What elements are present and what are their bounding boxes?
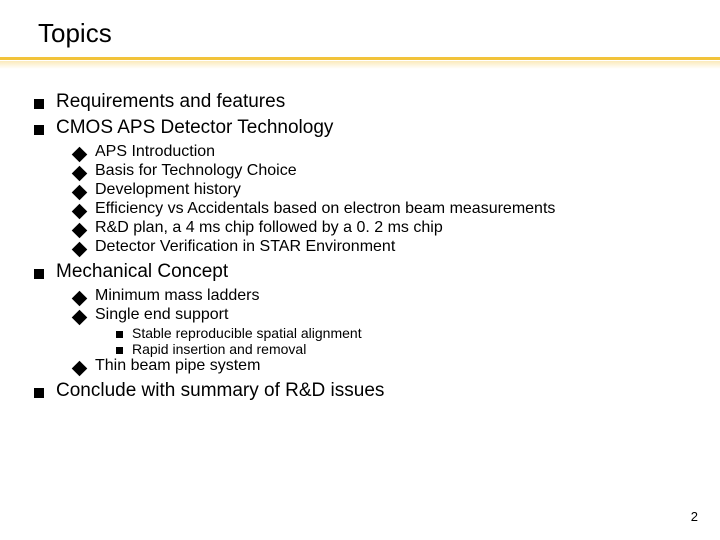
level1-item: Mechanical Concept (34, 261, 690, 283)
level2-item: Minimum mass ladders (74, 287, 690, 305)
diamond-bullet-icon (72, 185, 88, 201)
small-square-bullet-icon (116, 331, 123, 338)
slide-title: Topics (38, 18, 690, 49)
level2-text: Development history (95, 181, 241, 199)
level1-text: Mechanical Concept (56, 261, 228, 283)
level2-text: Detector Verification in STAR Environmen… (95, 238, 395, 256)
level2-text: R&D plan, a 4 ms chip followed by a 0. 2… (95, 219, 443, 237)
diamond-bullet-icon (72, 361, 88, 377)
underline-main (0, 57, 720, 60)
page-number: 2 (691, 509, 698, 524)
level2-text: Thin beam pipe system (95, 357, 260, 375)
level2-item: Development history (74, 181, 690, 199)
level1-item: CMOS APS Detector Technology (34, 117, 690, 139)
diamond-bullet-icon (72, 291, 88, 307)
slide-container: Topics Requirements and features CMOS AP… (0, 0, 720, 402)
level1-item: Requirements and features (34, 91, 690, 113)
square-bullet-icon (34, 269, 44, 279)
level2-item: R&D plan, a 4 ms chip followed by a 0. 2… (74, 219, 690, 237)
level1-item: Conclude with summary of R&D issues (34, 380, 690, 402)
square-bullet-icon (34, 125, 44, 135)
level2-text: Basis for Technology Choice (95, 162, 297, 180)
level1-text: Conclude with summary of R&D issues (56, 380, 384, 402)
diamond-bullet-icon (72, 223, 88, 239)
level2-item: Basis for Technology Choice (74, 162, 690, 180)
level3-text: Rapid insertion and removal (132, 341, 306, 357)
underline-shadow (0, 61, 720, 69)
diamond-bullet-icon (72, 204, 88, 220)
level2-item: APS Introduction (74, 143, 690, 161)
level2-text: APS Introduction (95, 143, 215, 161)
level2-text: Minimum mass ladders (95, 287, 259, 305)
level3-text: Stable reproducible spatial alignment (132, 325, 362, 341)
level3-item: Stable reproducible spatial alignment (116, 325, 690, 341)
level2-text: Efficiency vs Accidentals based on elect… (95, 200, 555, 218)
level1-text: Requirements and features (56, 91, 285, 113)
level2-item: Detector Verification in STAR Environmen… (74, 238, 690, 256)
level1-text: CMOS APS Detector Technology (56, 117, 333, 139)
diamond-bullet-icon (72, 310, 88, 326)
square-bullet-icon (34, 99, 44, 109)
level2-item: Efficiency vs Accidentals based on elect… (74, 200, 690, 218)
square-bullet-icon (34, 388, 44, 398)
level2-text: Single end support (95, 306, 228, 324)
level2-item: Thin beam pipe system (74, 357, 690, 375)
content-area: Requirements and features CMOS APS Detec… (30, 91, 690, 402)
small-square-bullet-icon (116, 347, 123, 354)
title-underline (30, 57, 690, 71)
diamond-bullet-icon (72, 166, 88, 182)
level3-item: Rapid insertion and removal (116, 341, 690, 357)
level2-item: Single end support (74, 306, 690, 324)
diamond-bullet-icon (72, 242, 88, 258)
diamond-bullet-icon (72, 147, 88, 163)
